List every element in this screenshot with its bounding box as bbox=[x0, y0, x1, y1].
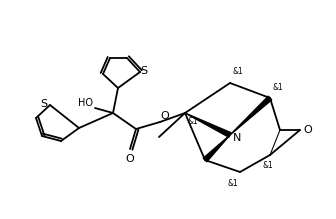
Text: O: O bbox=[126, 154, 134, 164]
Text: S: S bbox=[40, 99, 48, 109]
Text: &1: &1 bbox=[263, 161, 274, 171]
Text: &1: &1 bbox=[233, 67, 243, 76]
Polygon shape bbox=[185, 113, 231, 137]
Text: O: O bbox=[161, 111, 169, 121]
Polygon shape bbox=[230, 96, 272, 135]
Text: HO: HO bbox=[78, 98, 93, 108]
Text: N: N bbox=[233, 133, 241, 143]
Text: O: O bbox=[304, 125, 312, 135]
Text: S: S bbox=[140, 66, 148, 76]
Polygon shape bbox=[203, 135, 230, 162]
Text: &1: &1 bbox=[187, 118, 198, 127]
Text: &1: &1 bbox=[272, 83, 283, 92]
Text: &1: &1 bbox=[227, 178, 238, 187]
